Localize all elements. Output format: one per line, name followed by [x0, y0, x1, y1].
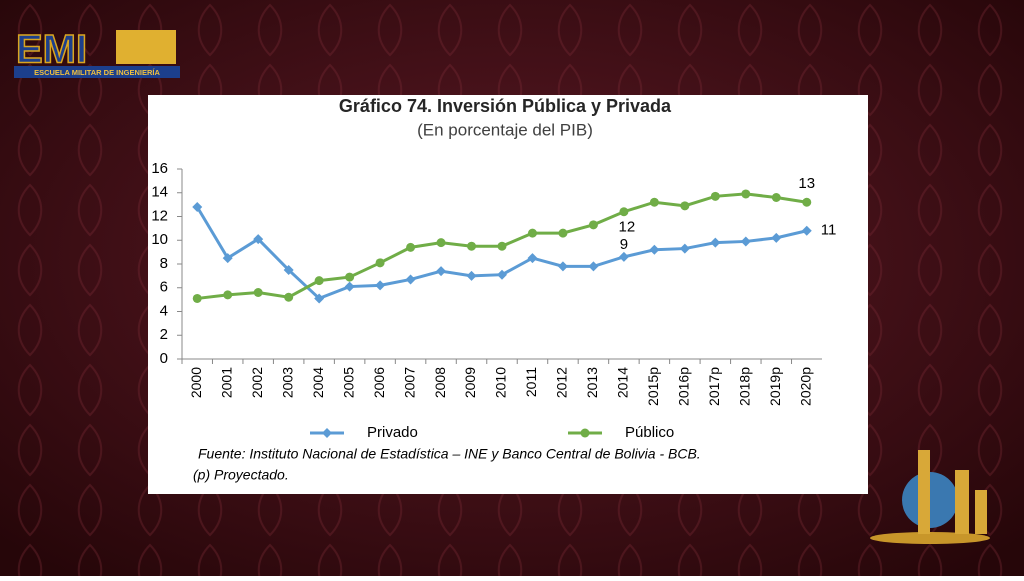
point — [314, 276, 324, 286]
point — [558, 228, 568, 238]
point — [497, 269, 507, 280]
x-tick-label: 2018p — [737, 367, 753, 406]
point — [710, 191, 720, 201]
chart-subtitle: (En porcentaje del PIB) — [417, 120, 593, 139]
x-tick-label: 2007 — [401, 367, 417, 398]
y-tick-label: 2 — [160, 326, 168, 343]
point — [497, 241, 507, 251]
logo-subtitle: ESCUELA MILITAR DE INGENIERÍA — [34, 68, 160, 77]
point — [466, 270, 477, 281]
x-tick-label: 2011 — [523, 367, 539, 397]
source-note: Fuente: Instituto Nacional de Estadístic… — [198, 446, 701, 462]
point — [801, 225, 812, 236]
y-tick-label: 10 — [151, 231, 168, 248]
point — [649, 244, 660, 255]
point — [375, 258, 385, 268]
point — [588, 261, 599, 272]
legend-label: Público — [625, 424, 674, 441]
point — [405, 274, 416, 285]
point — [527, 228, 537, 238]
point — [649, 197, 659, 207]
point — [467, 241, 477, 251]
point — [771, 232, 782, 243]
point — [406, 242, 416, 252]
x-tick-label: 2002 — [249, 367, 265, 398]
y-tick-label: 8 — [160, 255, 168, 272]
x-tick-label: 2020p — [797, 367, 813, 406]
point — [345, 272, 355, 282]
logo-castle — [116, 30, 176, 64]
point — [619, 207, 629, 217]
x-tick-label: 2019p — [767, 367, 783, 406]
logo: EMI ESCUELA MILITAR DE INGENIERÍA — [14, 27, 180, 78]
x-tick-label: 2003 — [279, 367, 295, 398]
x-tick-label: 2005 — [340, 367, 356, 398]
x-tick-label: 2009 — [462, 367, 478, 398]
x-tick-label: 2000 — [188, 367, 204, 398]
point — [741, 189, 751, 199]
legend-label: Privado — [367, 424, 418, 441]
y-tick-label: 4 — [160, 302, 168, 319]
data-label: 11 — [821, 222, 837, 239]
x-tick-label: 2014 — [615, 367, 631, 398]
point — [740, 236, 751, 247]
point — [192, 202, 203, 212]
x-tick-label: 2004 — [310, 367, 326, 398]
logo-band — [14, 66, 180, 78]
x-tick-label: 2013 — [584, 367, 600, 398]
point — [436, 238, 446, 248]
chart-title: Gráfico 74. Inversión Pública y Privada — [339, 96, 672, 116]
point — [223, 290, 233, 300]
x-tick-label: 2008 — [432, 367, 448, 398]
y-tick-label: 14 — [151, 184, 168, 201]
point — [802, 197, 812, 207]
point — [192, 293, 202, 303]
x-tick-label: 2015p — [645, 367, 661, 406]
point — [375, 280, 386, 291]
point — [314, 293, 325, 304]
x-tick-label: 2017p — [706, 367, 722, 406]
y-tick-label: 6 — [160, 279, 168, 296]
x-tick-label: 2006 — [371, 367, 387, 398]
point — [557, 261, 568, 272]
point — [253, 234, 264, 245]
data-label: 9 — [620, 236, 628, 253]
point — [679, 243, 690, 254]
legend-marker — [580, 428, 590, 438]
x-tick-label: 2016p — [676, 367, 692, 406]
logo-title: EMI — [16, 28, 87, 72]
data-label: 12 — [619, 219, 636, 236]
point — [253, 288, 263, 297]
y-tick-label: 0 — [160, 350, 168, 367]
y-tick-label: 16 — [151, 160, 168, 177]
point — [222, 253, 233, 264]
point — [618, 251, 629, 262]
point — [710, 237, 721, 248]
x-tick-label: 2001 — [218, 367, 234, 398]
point — [771, 193, 781, 202]
point — [284, 292, 294, 302]
coins-icon — [870, 450, 990, 544]
point — [283, 264, 294, 275]
projection-note: (p) Proyectado. — [193, 467, 289, 483]
legend-marker — [322, 428, 332, 438]
point — [436, 266, 447, 277]
x-tick-label: 2010 — [493, 367, 509, 398]
data-label: 13 — [798, 175, 815, 192]
x-tick-label: 2012 — [554, 367, 570, 398]
point — [344, 281, 355, 292]
y-tick-label: 12 — [151, 207, 168, 224]
point — [588, 220, 598, 230]
point — [680, 201, 690, 211]
point — [527, 253, 538, 264]
